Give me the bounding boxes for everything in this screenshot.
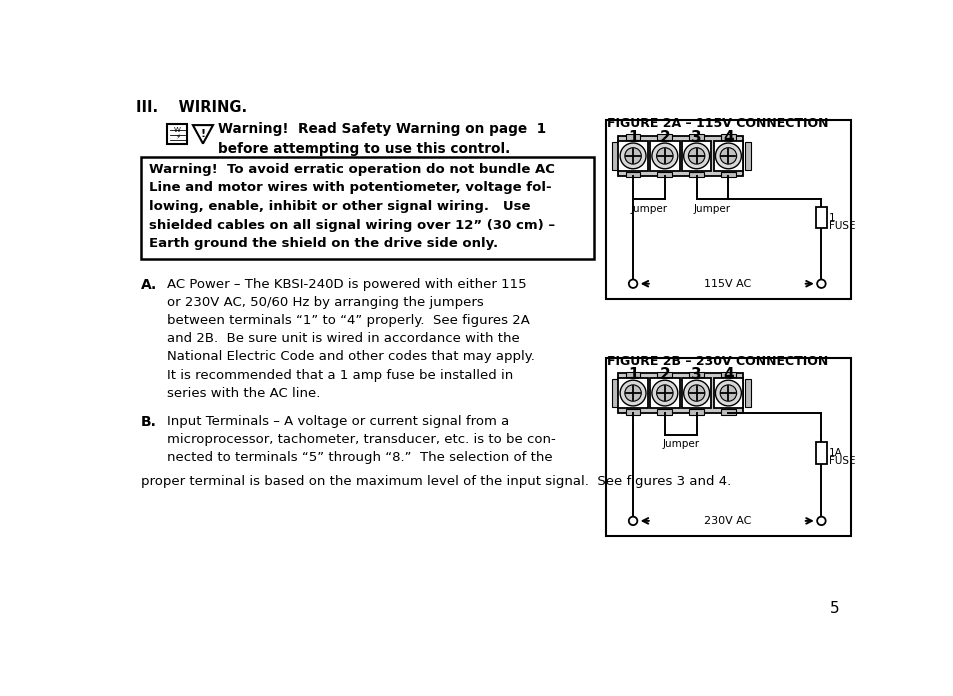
Text: Warning!  Read Safety Warning on page  1
before attempting to use this control.: Warning! Read Safety Warning on page 1 b…: [218, 122, 546, 155]
Bar: [713, 141, 742, 171]
Text: FUSE: FUSE: [828, 221, 855, 230]
Circle shape: [619, 143, 645, 168]
Circle shape: [619, 380, 645, 406]
Text: 4: 4: [722, 367, 733, 382]
Circle shape: [688, 148, 704, 164]
Circle shape: [817, 280, 824, 288]
Text: 1: 1: [627, 129, 638, 145]
Circle shape: [651, 380, 677, 406]
Bar: [681, 379, 711, 408]
Text: B.: B.: [141, 415, 156, 429]
Bar: [815, 207, 826, 228]
Circle shape: [817, 516, 824, 525]
Bar: [612, 379, 618, 407]
Text: AC Power – The KBSI-240D is powered with either 115
or 230V AC, 50/60 Hz by arra: AC Power – The KBSI-240D is powered with…: [167, 278, 535, 400]
Text: Jumper: Jumper: [630, 204, 667, 214]
Text: 2: 2: [659, 367, 670, 382]
Circle shape: [715, 143, 740, 168]
Bar: [612, 142, 618, 170]
Bar: [720, 372, 735, 377]
Bar: [688, 409, 703, 415]
Bar: [605, 358, 850, 537]
Text: 1: 1: [828, 213, 835, 223]
Bar: [720, 134, 735, 140]
Text: !: !: [200, 129, 205, 139]
Text: Input Terminals – A voltage or current signal from a
microprocessor, tachometer,: Input Terminals – A voltage or current s…: [167, 415, 556, 464]
Bar: [625, 134, 639, 140]
Bar: [657, 134, 672, 140]
Bar: [649, 141, 679, 171]
Bar: [618, 373, 742, 413]
Text: 2: 2: [659, 129, 670, 145]
Bar: [720, 409, 735, 415]
Bar: [744, 142, 750, 170]
Bar: [625, 172, 639, 177]
Text: 5: 5: [829, 601, 840, 616]
Text: 1A: 1A: [828, 448, 842, 459]
Text: FUSE: FUSE: [828, 456, 855, 466]
Text: 1: 1: [627, 367, 638, 382]
Circle shape: [656, 148, 673, 164]
Bar: [618, 379, 647, 408]
Circle shape: [651, 143, 677, 168]
Bar: [141, 157, 593, 259]
Circle shape: [656, 385, 673, 402]
Circle shape: [715, 380, 740, 406]
Bar: [618, 141, 647, 171]
Bar: [681, 141, 711, 171]
Text: 4: 4: [722, 129, 733, 145]
Text: 115V AC: 115V AC: [703, 278, 750, 289]
Bar: [688, 134, 703, 140]
Bar: [657, 409, 672, 415]
Text: 230V AC: 230V AC: [702, 516, 750, 526]
Circle shape: [683, 380, 709, 406]
Bar: [167, 124, 187, 143]
Circle shape: [720, 148, 736, 164]
Bar: [657, 372, 672, 377]
Bar: [649, 379, 679, 408]
Bar: [815, 443, 826, 464]
Text: 3: 3: [691, 129, 701, 145]
Text: Jumper: Jumper: [693, 204, 730, 214]
Bar: [618, 136, 742, 176]
Bar: [744, 379, 750, 407]
Circle shape: [624, 385, 640, 402]
Text: A.: A.: [141, 278, 157, 292]
Text: W
⚡: W ⚡: [173, 127, 181, 140]
Bar: [625, 372, 639, 377]
Bar: [688, 172, 703, 177]
Circle shape: [683, 143, 709, 168]
Circle shape: [628, 280, 637, 288]
Bar: [720, 172, 735, 177]
Polygon shape: [193, 125, 213, 143]
Text: Warning!  To avoid erratic operation do not bundle AC
Line and motor wires with : Warning! To avoid erratic operation do n…: [149, 163, 555, 251]
Circle shape: [720, 385, 736, 402]
Circle shape: [628, 516, 637, 525]
Bar: [625, 409, 639, 415]
Text: FIGURE 2B – 230V CONNECTION: FIGURE 2B – 230V CONNECTION: [607, 354, 828, 367]
Bar: [713, 379, 742, 408]
Text: 3: 3: [691, 367, 701, 382]
Bar: [688, 372, 703, 377]
Text: III.    WIRING.: III. WIRING.: [136, 100, 247, 116]
Text: Jumper: Jumper: [661, 439, 699, 449]
Text: proper terminal is based on the maximum level of the input signal.  See figures : proper terminal is based on the maximum …: [141, 475, 730, 488]
Text: FIGURE 2A – 115V CONNECTION: FIGURE 2A – 115V CONNECTION: [607, 118, 828, 130]
Circle shape: [688, 385, 704, 402]
Bar: [605, 120, 850, 299]
Circle shape: [624, 148, 640, 164]
Bar: [657, 172, 672, 177]
